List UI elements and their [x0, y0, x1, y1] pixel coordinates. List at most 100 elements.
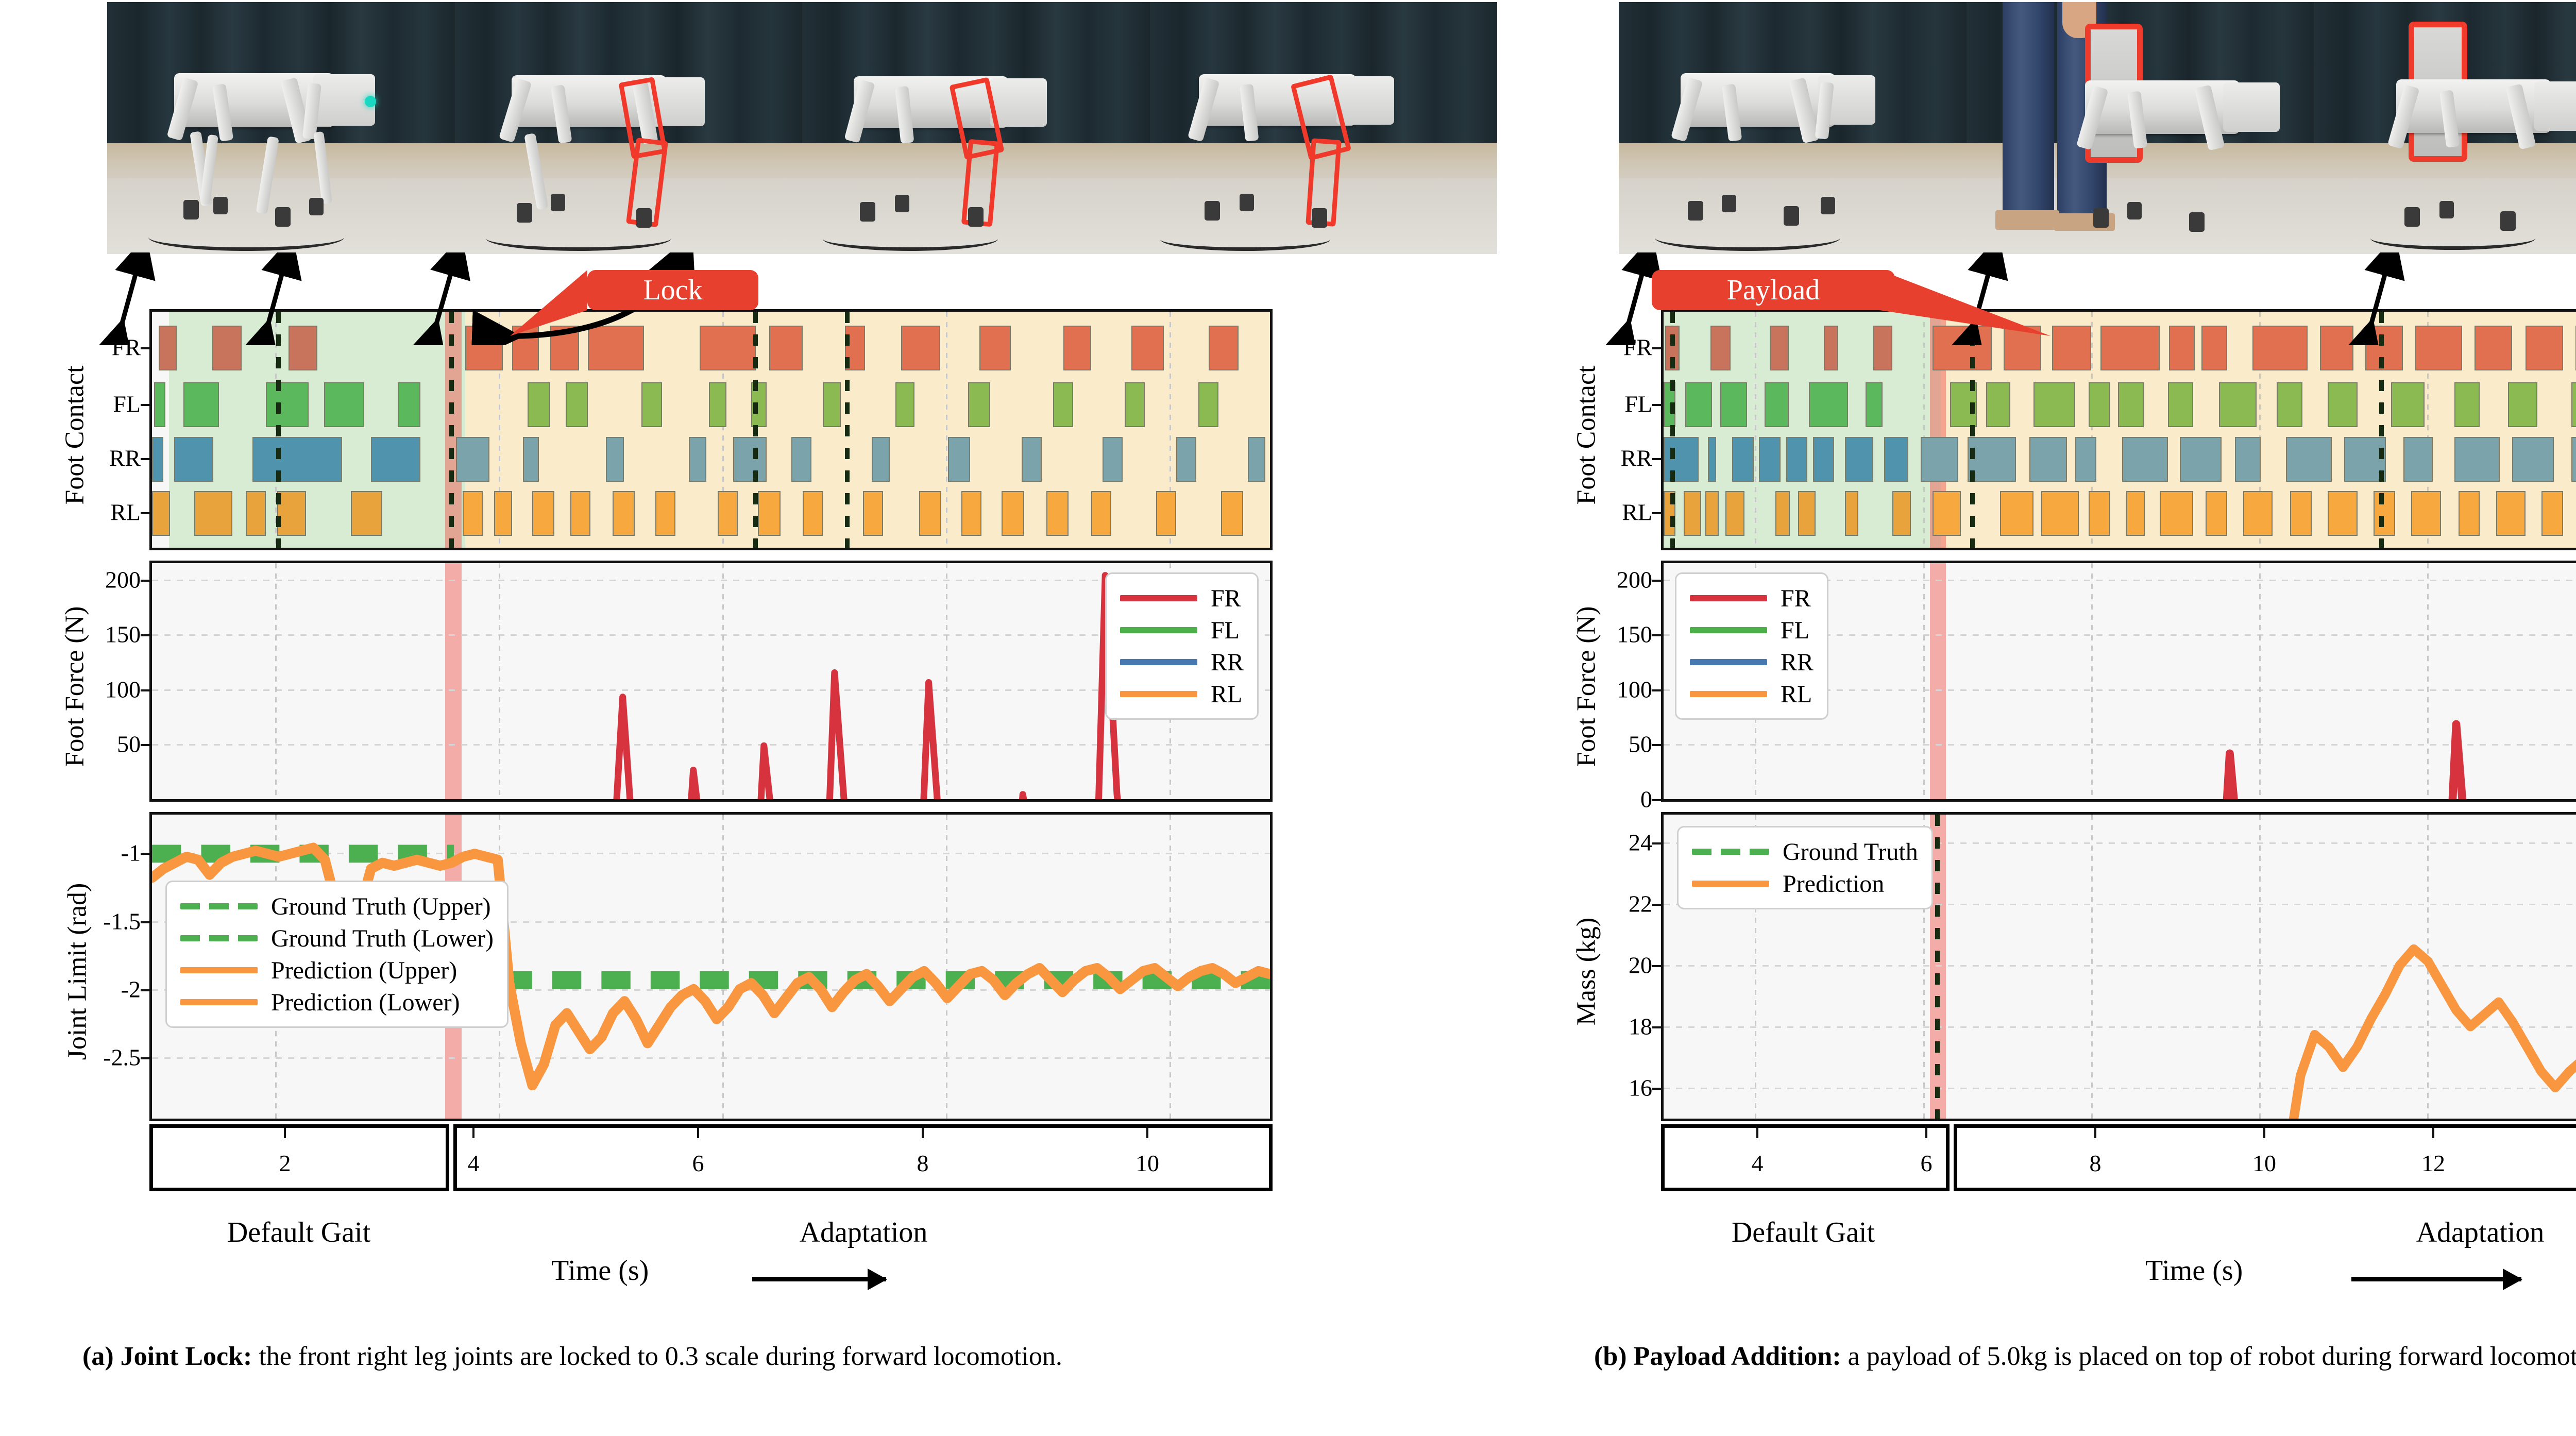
axis-tick: [1652, 965, 1664, 968]
gridline: [498, 563, 500, 799]
contact-bar-fl: [1764, 382, 1789, 428]
contact-bar-fl: [2277, 382, 2302, 428]
y-axis-label-foot-contact-b: Foot Contact: [1571, 365, 1601, 505]
legend-swatch-ground-truth: [1692, 849, 1769, 855]
tether-cable: [2370, 227, 2535, 250]
axis-tick: [141, 634, 152, 637]
contact-bar-rr: [948, 436, 971, 482]
contact-bar-fl: [183, 382, 219, 428]
legend-item: FR: [1120, 582, 1244, 614]
contact-bar-fl: [565, 382, 588, 428]
contact-bar-fr: [2526, 326, 2564, 371]
panel-payload-addition: Payload: [1512, 0, 2576, 1436]
contact-bar-rl: [1705, 491, 1719, 536]
robot-foot: [1204, 201, 1220, 221]
gridline: [1923, 563, 1925, 799]
contact-bar-rl: [2243, 491, 2273, 536]
legend-swatch-fr: [1690, 595, 1767, 601]
contact-bar-rr: [1967, 436, 2016, 482]
gridline: [1664, 965, 2576, 967]
gridline: [1664, 903, 2576, 905]
y-tick-label: 18: [1629, 1013, 1652, 1040]
legend-item: RL: [1120, 678, 1244, 710]
axis-tick: [1652, 903, 1664, 906]
gridline: [2259, 563, 2261, 799]
gridline: [722, 563, 724, 799]
legend-item: FR: [1690, 582, 1814, 614]
x-axis-label-time-b: Time (s): [2145, 1255, 2243, 1287]
y-tick-label: 100: [1617, 676, 1652, 703]
y-axis-label-joint-limit-a: Joint Limit (rad): [62, 883, 92, 1060]
contact-bar-fl: [1986, 382, 2011, 428]
person-shoe: [1995, 210, 2059, 230]
axis-tick: [141, 403, 152, 406]
y-tick-label: 150: [1617, 621, 1652, 648]
contact-bar-rl: [2041, 491, 2079, 536]
contact-bar-rl: [1892, 491, 1911, 536]
contact-bar-rr: [872, 436, 890, 482]
contact-bar-fr: [901, 326, 940, 371]
contact-bar-rr: [1786, 436, 1808, 482]
contact-bar-fr: [212, 326, 242, 371]
photo-frame-4: [1149, 2, 1497, 254]
event-dashed-line: [1935, 815, 1940, 1119]
contact-bar-fl: [1685, 382, 1712, 428]
robot-foot: [2189, 212, 2205, 232]
axis-tick: [2432, 1128, 2434, 1138]
contact-bar-rr: [2029, 436, 2067, 482]
contact-bar-rl: [1775, 491, 1790, 536]
x-tick-label: 4: [467, 1150, 480, 1176]
photo-frame-1: [107, 2, 455, 254]
phase-label-adaptation-a: Adaptation: [799, 1217, 928, 1248]
legend-item: Prediction (Upper): [180, 954, 494, 986]
annotation-bubble-lock: Lock: [510, 270, 758, 336]
axis-tick: [1652, 403, 1664, 406]
axis-tick: [1925, 1128, 1927, 1138]
contact-bar-rr: [791, 436, 812, 482]
contact-bar-rr: [2235, 436, 2261, 482]
contact-bar-rl: [961, 491, 982, 536]
contact-bar-rr: [1176, 436, 1196, 482]
robot-head: [2534, 81, 2576, 131]
contact-bar-fr: [1063, 326, 1091, 371]
x-tick-label: 6: [692, 1150, 704, 1176]
gridline: [1664, 1088, 2576, 1090]
contact-bar-fl: [2328, 382, 2358, 428]
contact-bar-rr: [456, 436, 490, 482]
axis-tick: [1652, 799, 1664, 801]
contact-bar-fl: [2571, 382, 2576, 428]
legend-swatch-ground-truth-upper: [180, 903, 258, 909]
gridline: [152, 852, 1270, 854]
y-tick-label-rl: RL: [110, 499, 141, 526]
y-tick-label-rl: RL: [1622, 499, 1652, 526]
contact-bar-rl: [2126, 491, 2145, 536]
contact-bar-rl: [1999, 491, 2033, 536]
tether-cable: [823, 227, 998, 251]
gridline: [2091, 815, 2093, 1119]
legend-label: RR: [1210, 648, 1244, 676]
contact-bar-rl: [1725, 491, 1744, 536]
axis-tick: [1652, 347, 1664, 349]
contact-bar-rr: [2403, 436, 2433, 482]
gridline: [722, 312, 724, 548]
robot-foot: [183, 200, 199, 219]
contact-bar-fr: [2052, 326, 2091, 371]
axis-tick: [1652, 458, 1664, 460]
contact-bar-rr: [606, 436, 624, 482]
contact-bar-fl: [2033, 382, 2075, 428]
legend-item: Ground Truth: [1692, 836, 1918, 868]
contact-bar-fr: [769, 326, 803, 371]
event-dashed-line: [1970, 312, 1975, 548]
phase-box-adaptation-a: 4 6 8 10: [453, 1124, 1273, 1191]
legend-label: FL: [1210, 616, 1240, 644]
event-dashed-line: [1670, 312, 1675, 548]
mass-legend-b: Ground Truth Prediction: [1677, 826, 1933, 909]
joint-limit-plot-a: -1 -1.5 -2 -2.5 Ground Truth (Upper) Gro…: [103, 812, 1273, 1121]
person-jeans: [2002, 2, 2054, 217]
contact-bar-rr: [252, 436, 342, 482]
axis-tick: [1652, 580, 1664, 582]
y-tick-label: 200: [1617, 566, 1652, 593]
contact-bar-rl: [863, 491, 884, 536]
y-tick-label: 50: [1629, 731, 1652, 757]
axis-tick: [1146, 1128, 1148, 1138]
